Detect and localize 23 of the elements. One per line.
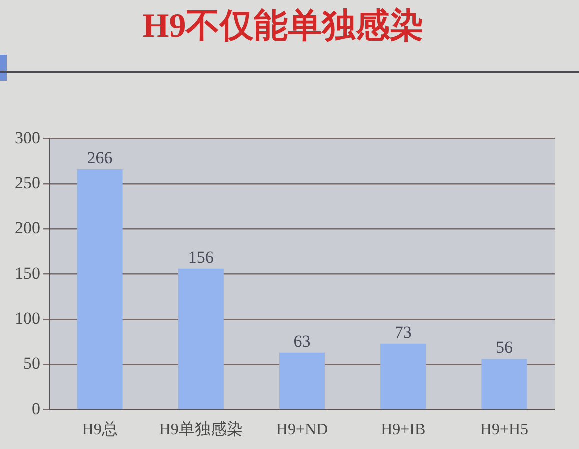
y-tick-label: 250	[15, 173, 40, 192]
x-tick-label: H9单独感染	[159, 420, 243, 439]
data-label: 156	[188, 248, 214, 267]
data-label: 63	[294, 332, 311, 351]
x-tick-label: H9+IB	[381, 422, 426, 439]
bar	[482, 359, 528, 410]
y-tick-label: 150	[15, 264, 40, 283]
bar	[178, 268, 224, 410]
data-label: 266	[87, 148, 113, 168]
y-tick-label: 0	[32, 399, 40, 418]
x-tick-label: H9+H5	[480, 422, 529, 439]
chart-title: H9不仅能单独感染	[142, 7, 424, 46]
y-tick-label: 100	[15, 308, 40, 328]
data-label: 56	[496, 338, 513, 358]
x-tick-label: H9+ND	[276, 422, 328, 439]
bar	[380, 344, 426, 410]
x-tick-label: H9总	[82, 420, 118, 439]
bar	[280, 352, 325, 410]
y-tick-label: 300	[15, 128, 40, 148]
y-tick-label: 200	[15, 218, 40, 238]
y-tick-label: 50	[24, 354, 40, 374]
data-label: 73	[394, 322, 412, 342]
bar	[77, 170, 123, 410]
